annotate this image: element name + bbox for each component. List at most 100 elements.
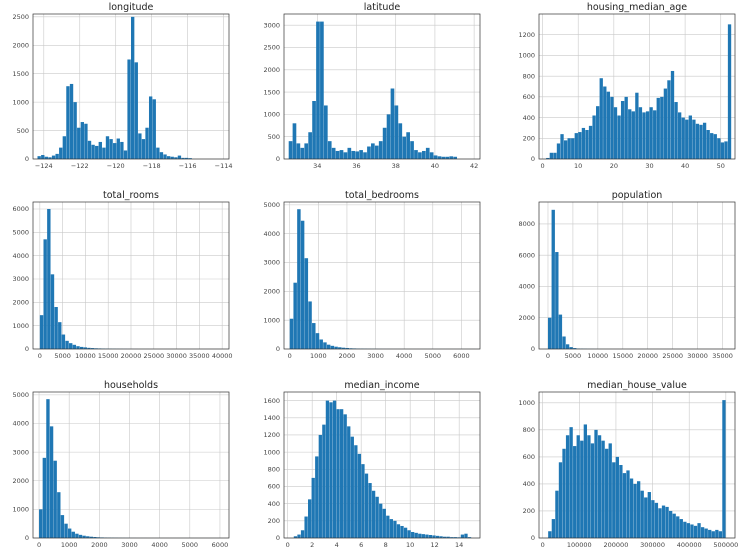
histogram-bar bbox=[396, 524, 401, 538]
histogram-svg: 0 200 400 600 800 1000 1200 0 10 20 30 40 50 housing_… bbox=[518, 2, 736, 170]
histogram-bar bbox=[297, 534, 301, 538]
histogram-bar bbox=[661, 505, 666, 538]
histogram-bar bbox=[84, 123, 88, 159]
histogram-bar bbox=[450, 537, 454, 538]
histogram-bar bbox=[647, 492, 651, 538]
x-tick-label: 10 bbox=[406, 541, 414, 549]
histogram-bar bbox=[624, 96, 628, 159]
histogram-bar bbox=[629, 478, 634, 538]
histogram-bar bbox=[148, 96, 153, 159]
x-tick-label: 5000 bbox=[425, 352, 442, 360]
y-tick-label: 1500 bbox=[12, 70, 29, 78]
histogram-bar bbox=[308, 132, 312, 159]
histogram-bar bbox=[565, 435, 570, 538]
histogram-bar bbox=[560, 134, 564, 159]
histogram-bar bbox=[546, 157, 550, 159]
histogram-bar bbox=[323, 105, 328, 159]
histogram-bar bbox=[681, 117, 685, 159]
x-tick-label: 0 bbox=[38, 352, 42, 360]
x-tick-label: 4 bbox=[335, 541, 339, 549]
plot-frame bbox=[283, 13, 481, 160]
x-tick-label: −122 bbox=[71, 162, 89, 170]
histogram-bar bbox=[80, 122, 84, 159]
x-tick-label: 4000 bbox=[396, 352, 413, 360]
x-tick-label: 3000 bbox=[367, 352, 384, 360]
histogram-bar bbox=[563, 140, 568, 159]
y-tick-label: 400 bbox=[523, 114, 535, 122]
y-tick-label: 4000 bbox=[518, 283, 535, 291]
histogram-bar bbox=[603, 86, 607, 159]
histogram-bar bbox=[658, 508, 662, 538]
histogram-bar bbox=[174, 157, 178, 159]
y-tick-label: 1000 bbox=[263, 111, 280, 119]
histogram-panel-longitude: 0 500 1000 1500 2000 2500 −124 −122 −120 −118 −116… bbox=[12, 2, 232, 170]
y-tick-label: 4000 bbox=[12, 420, 29, 428]
histogram-bar bbox=[89, 536, 94, 538]
histogram-bar bbox=[296, 143, 301, 159]
y-tick-label: 600 bbox=[268, 483, 280, 491]
plot-frame bbox=[538, 391, 736, 539]
histogram-bar bbox=[565, 344, 570, 349]
histogram-bar bbox=[428, 534, 433, 538]
histogram-bar bbox=[596, 106, 600, 159]
histogram-bar bbox=[720, 142, 725, 159]
histogram-bar bbox=[355, 151, 360, 159]
histogram-bar bbox=[375, 496, 379, 538]
histogram-bar bbox=[351, 150, 356, 159]
histogram-bar bbox=[558, 314, 563, 349]
histogram-bar bbox=[429, 152, 434, 159]
x-tick-label: 0 bbox=[540, 162, 544, 170]
histogram-bar bbox=[670, 70, 675, 159]
histogram-bar bbox=[382, 508, 386, 538]
x-tick-label: 38 bbox=[392, 162, 400, 170]
histogram-bar bbox=[343, 414, 347, 538]
histogram-bar bbox=[386, 515, 390, 538]
histogram-bar bbox=[695, 123, 700, 159]
x-tick-label: 10 bbox=[574, 162, 582, 170]
histogram-bar bbox=[64, 523, 68, 538]
histogram-bar bbox=[338, 347, 342, 349]
y-tick-label: 8000 bbox=[518, 220, 535, 228]
y-tick-label: 1200 bbox=[263, 431, 280, 439]
histogram-bar bbox=[327, 141, 332, 159]
histogram-bar bbox=[403, 527, 408, 538]
x-tick-label: 40000 bbox=[212, 352, 233, 360]
histogram-bar bbox=[446, 536, 450, 538]
x-tick-label: −114 bbox=[215, 162, 233, 170]
y-tick-label: 2500 bbox=[12, 13, 29, 21]
plot-frame bbox=[538, 201, 736, 350]
histogram-bar bbox=[631, 111, 635, 159]
x-tick-label: 100000 bbox=[567, 541, 592, 549]
x-tick-label: 40 bbox=[431, 162, 439, 170]
histogram-bar bbox=[326, 344, 331, 349]
histogram-bar bbox=[308, 301, 312, 349]
chart-title: total_rooms bbox=[103, 190, 159, 201]
histogram-bar bbox=[120, 141, 124, 159]
histogram-bar bbox=[123, 150, 128, 159]
histogram-panel-total-bedrooms: 0 1000 2000 3000 4000 5000 0 1000 2000 3000 4000 50… bbox=[263, 190, 481, 360]
histogram-bar bbox=[188, 158, 192, 159]
x-tick-label: 200000 bbox=[604, 541, 629, 549]
histogram-bar bbox=[418, 152, 422, 159]
histogram-bar bbox=[569, 347, 573, 349]
y-tick-label: 800 bbox=[268, 465, 280, 473]
histogram-bar bbox=[368, 483, 372, 538]
y-tick-label: 1500 bbox=[263, 88, 280, 96]
histogram-bar bbox=[382, 127, 387, 159]
histogram-bar bbox=[364, 473, 369, 538]
histogram-bar bbox=[300, 147, 305, 159]
histogram-bar bbox=[357, 453, 362, 538]
histogram-bar bbox=[75, 533, 79, 538]
histogram-bar bbox=[414, 150, 418, 159]
y-tick-label: 2000 bbox=[518, 314, 535, 322]
histogram-bar bbox=[637, 481, 641, 538]
x-tick-label: 34 bbox=[313, 162, 321, 170]
histogram-bar bbox=[727, 24, 732, 159]
histogram-bar bbox=[156, 147, 160, 159]
y-tick-label: 1400 bbox=[263, 414, 280, 422]
histogram-bar bbox=[374, 145, 379, 159]
x-tick-label: 400000 bbox=[677, 541, 702, 549]
y-tick-label: 1000 bbox=[518, 399, 535, 407]
histogram-bar bbox=[622, 473, 627, 538]
histogram-bar bbox=[460, 534, 465, 538]
